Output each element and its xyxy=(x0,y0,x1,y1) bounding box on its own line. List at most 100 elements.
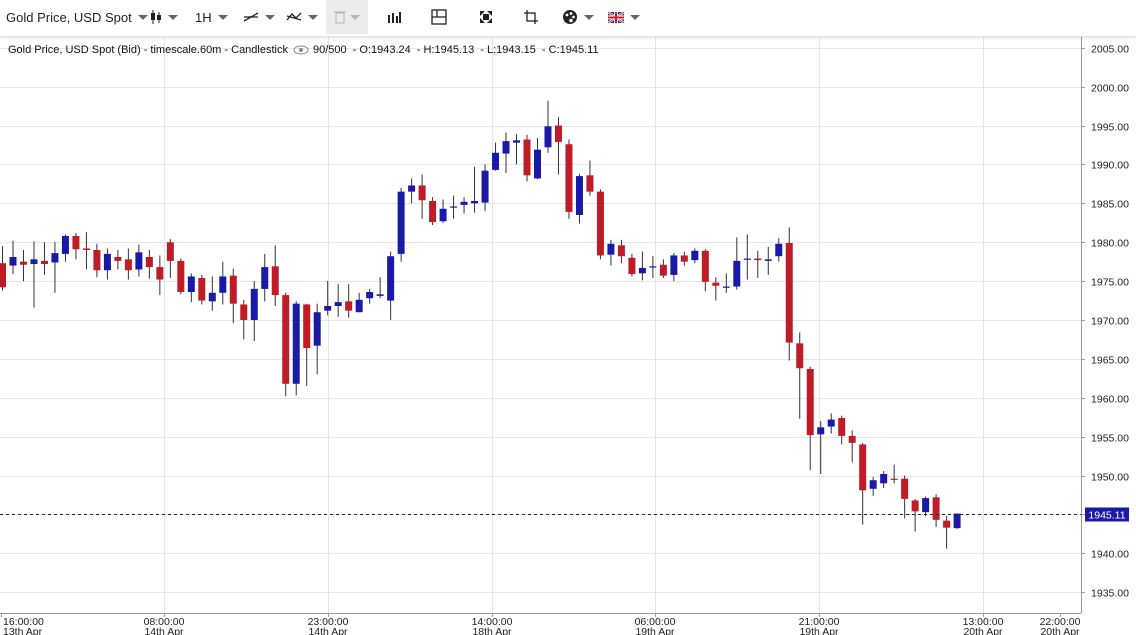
candle-up xyxy=(355,299,363,313)
candle-down xyxy=(565,144,573,212)
fullscreen-button[interactable] xyxy=(479,0,493,34)
x-tick-time: 08:00:00 xyxy=(144,616,185,628)
price-chart[interactable]: 2005.00 2000.00 1995.00 1990.00 1985.00 1980.… xyxy=(0,36,1136,635)
volume-button[interactable] xyxy=(387,0,401,34)
candle-up xyxy=(575,176,583,215)
candle-down xyxy=(271,266,279,296)
candle-down xyxy=(93,250,101,271)
candle-up xyxy=(292,303,300,384)
candle-down xyxy=(303,304,311,348)
trend-tool-button[interactable] xyxy=(286,0,318,34)
candle-down xyxy=(72,236,80,250)
candle-down xyxy=(177,260,185,292)
candle-up xyxy=(30,259,38,264)
line-tool-button[interactable] xyxy=(243,0,275,34)
volume-bars-icon xyxy=(388,12,401,23)
y-tick-label: 1995.00 xyxy=(1091,122,1129,134)
language-button[interactable] xyxy=(608,0,640,34)
candle-down xyxy=(282,295,290,384)
candle-down xyxy=(859,444,867,491)
crop-button[interactable] xyxy=(524,0,538,34)
candle-down xyxy=(628,257,636,275)
x-tick-time: 06:00:00 xyxy=(635,616,676,628)
x-tick-date: 14th Apr xyxy=(144,626,184,635)
timeframe-label: 1H xyxy=(195,9,212,25)
candle-down xyxy=(701,250,709,282)
candle-down xyxy=(596,191,604,256)
candle-up xyxy=(513,140,521,143)
x-tick-time: 22:00:00 xyxy=(1040,616,1081,628)
y-tick-label: 1935.00 xyxy=(1091,588,1129,600)
instrument-label: Gold Price, USD Spot xyxy=(6,9,132,25)
eye-icon xyxy=(293,45,309,55)
instrument-selector[interactable]: Gold Price, USD Spot xyxy=(6,0,148,34)
candle-up xyxy=(261,267,269,289)
candle-down xyxy=(523,139,531,176)
y-tick-label: 2000.00 xyxy=(1091,83,1129,95)
fullscreen-icon xyxy=(480,11,492,23)
candlestick-icon xyxy=(151,10,161,24)
x-tick-date: 18th Apr xyxy=(472,626,512,635)
trend-tool-icon xyxy=(286,12,302,21)
candle-down xyxy=(943,520,951,528)
candle-up xyxy=(366,292,374,299)
theme-button[interactable] xyxy=(562,0,594,34)
x-tick-time: 23:00:00 xyxy=(308,616,349,628)
candle-down xyxy=(659,264,667,276)
y-tick-label: 1970.00 xyxy=(1091,316,1129,328)
current-price-tag xyxy=(1085,507,1129,522)
x-tick-date: 19th Apr xyxy=(799,626,839,635)
candle-up xyxy=(827,419,835,427)
candle-down xyxy=(418,185,426,201)
timeframe-selector[interactable]: 1H xyxy=(195,0,228,34)
candle-down xyxy=(806,369,814,436)
candle-down xyxy=(554,125,562,142)
chevron-down-icon xyxy=(350,14,360,20)
candle-up xyxy=(439,208,447,222)
legend-high: - H:1945.13 xyxy=(416,44,475,56)
legend-count: 90/500 xyxy=(312,44,347,56)
candle-down xyxy=(0,263,6,288)
candle-up xyxy=(743,258,751,260)
candle-up xyxy=(649,266,657,268)
candle-down xyxy=(429,201,437,222)
visibility-toggle[interactable] xyxy=(293,45,309,55)
y-tick-label: 1950.00 xyxy=(1091,472,1129,484)
candle-up xyxy=(481,170,489,203)
y-tick-label: 1940.00 xyxy=(1091,549,1129,561)
crop-icon xyxy=(524,10,538,24)
layout-button[interactable] xyxy=(431,0,447,34)
candle-down xyxy=(345,301,353,311)
y-tick-label: 1990.00 xyxy=(1091,160,1129,172)
candle-up xyxy=(471,201,479,204)
candle-up xyxy=(219,276,227,293)
candle-down xyxy=(848,435,856,443)
candle-up xyxy=(880,474,888,484)
chart-type-button[interactable] xyxy=(150,0,178,34)
candle-up xyxy=(334,302,342,306)
candle-up xyxy=(502,141,510,154)
candle-up xyxy=(187,276,195,292)
chevron-down-icon xyxy=(168,14,178,20)
palette-icon xyxy=(563,10,577,24)
candle-down xyxy=(911,500,919,512)
candle-up xyxy=(544,126,552,148)
candle-up xyxy=(607,243,615,255)
delete-button[interactable] xyxy=(326,0,368,34)
candle-up xyxy=(387,256,395,301)
chevron-down-icon xyxy=(630,14,640,20)
candle-down xyxy=(114,257,122,261)
candle-up xyxy=(533,149,541,179)
chevron-down-icon xyxy=(265,14,275,20)
candle-up xyxy=(408,185,416,192)
candle-down xyxy=(586,175,594,192)
candle-up xyxy=(691,250,699,261)
x-tick-date: 13th Apr xyxy=(3,626,43,635)
y-tick-label: 1955.00 xyxy=(1091,433,1129,445)
layout-icon xyxy=(431,9,447,25)
chevron-down-icon xyxy=(308,14,318,20)
candle-up xyxy=(460,201,468,205)
current-price-label: 1945.11 xyxy=(1088,510,1125,522)
legend-open: - O:1943.24 xyxy=(352,44,411,56)
y-tick-label: 1980.00 xyxy=(1091,238,1129,250)
